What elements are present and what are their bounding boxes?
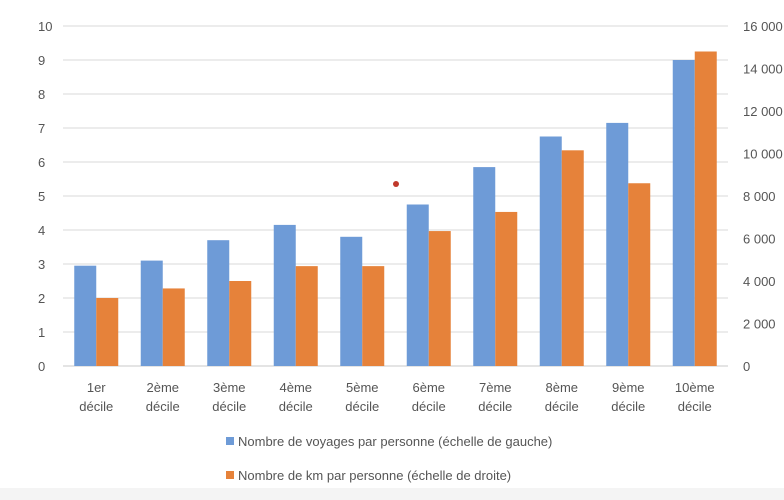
bar-voyages bbox=[539, 136, 562, 366]
legend-label-km: Nombre de km par personne (échelle de dr… bbox=[238, 467, 512, 483]
bar-km bbox=[561, 150, 584, 366]
bar-voyages bbox=[406, 204, 429, 366]
bar-km bbox=[162, 288, 185, 366]
x-category-label-line: décile bbox=[279, 399, 313, 414]
right-y-tick-label: 14 000 bbox=[743, 62, 783, 77]
x-category-label: 4ème décile bbox=[279, 380, 313, 414]
x-category-label: 7ème décile bbox=[478, 380, 512, 414]
x-category-label: 5ème décile bbox=[345, 380, 379, 414]
x-category-label-line: décile bbox=[545, 399, 579, 414]
stray-dot bbox=[393, 181, 399, 187]
x-category-label-line: 10ème bbox=[675, 380, 715, 395]
x-category-label-line: 7ème bbox=[479, 380, 512, 395]
right-y-tick-label: 2 000 bbox=[743, 317, 776, 332]
bar-km bbox=[362, 266, 385, 366]
bar-voyages bbox=[273, 224, 296, 366]
x-category-label: 9ème décile bbox=[611, 380, 645, 414]
x-category-label-line: décile bbox=[146, 399, 180, 414]
bar-voyages bbox=[207, 240, 230, 366]
right-y-tick-label: 4 000 bbox=[743, 274, 776, 289]
legend-item-voyages: Nombre de voyages par personne (échelle … bbox=[226, 432, 552, 450]
left-y-tick-label: 7 bbox=[38, 121, 45, 136]
x-category-label-line: 2ème bbox=[146, 380, 179, 395]
right-y-tick-label: 8 000 bbox=[743, 189, 776, 204]
left-y-tick-label: 2 bbox=[38, 291, 45, 306]
x-category-label: 2ème décile bbox=[146, 380, 180, 414]
x-category-label-line: 3ème bbox=[213, 380, 246, 395]
x-category-label-line: décile bbox=[79, 399, 113, 414]
right-y-tick-label: 16 000 bbox=[743, 19, 783, 34]
x-category-label: 10ème décile bbox=[675, 380, 715, 414]
legend: Nombre de voyages par personne (échelle … bbox=[226, 432, 552, 500]
x-category-label-line: décile bbox=[611, 399, 645, 414]
bar-km bbox=[96, 298, 119, 366]
bar-voyages bbox=[473, 167, 496, 366]
left-y-tick-label: 6 bbox=[38, 155, 45, 170]
x-category-label: 1er décile bbox=[79, 380, 113, 414]
right-y-tick-label: 10 000 bbox=[743, 147, 783, 162]
x-category-label-line: 6ème bbox=[412, 380, 445, 395]
bar-km bbox=[694, 51, 717, 366]
x-category-label-line: 4ème bbox=[279, 380, 312, 395]
left-y-tick-label: 4 bbox=[38, 223, 45, 238]
legend-swatch-voyages bbox=[226, 437, 234, 445]
x-category-label-line: 5ème bbox=[346, 380, 379, 395]
legend-swatch-km bbox=[226, 471, 234, 479]
x-category-label-line: décile bbox=[345, 399, 379, 414]
left-y-axis: 0 1 2 3 4 5 6 7 8 9 10 bbox=[38, 19, 52, 374]
bar-voyages bbox=[606, 122, 629, 367]
legend-label-voyages: Nombre de voyages par personne (échelle … bbox=[238, 433, 553, 449]
x-category-label: 8ème décile bbox=[545, 380, 579, 414]
left-y-tick-label: 0 bbox=[38, 359, 45, 374]
bar-voyages bbox=[672, 60, 695, 366]
left-y-tick-label: 9 bbox=[38, 53, 45, 68]
right-y-tick-label: 12 000 bbox=[743, 104, 783, 119]
bar-voyages bbox=[74, 265, 97, 366]
left-y-tick-label: 1 bbox=[38, 325, 45, 340]
legend-item-km: Nombre de km par personne (échelle de dr… bbox=[226, 466, 552, 484]
x-category-label: 3ème décile bbox=[212, 380, 246, 414]
bar-km bbox=[229, 281, 252, 366]
left-y-tick-label: 10 bbox=[38, 19, 52, 34]
x-category-label-line: décile bbox=[678, 399, 712, 414]
bars bbox=[74, 51, 717, 367]
bar-km bbox=[495, 211, 518, 366]
right-y-axis: 0 2 000 4 000 6 000 8 000 10 000 12 000 14 000 1… bbox=[743, 19, 783, 374]
bar-chart: 0 1 2 3 4 5 6 7 8 9 10 0 2 000 4 000 6 000 8 000 10 000… bbox=[38, 19, 783, 414]
x-category-label-line: 8ème bbox=[545, 380, 578, 395]
right-y-tick-label: 0 bbox=[743, 359, 750, 374]
left-y-tick-label: 5 bbox=[38, 189, 45, 204]
x-category-label-line: décile bbox=[412, 399, 446, 414]
x-category-label-line: décile bbox=[478, 399, 512, 414]
bar-km bbox=[628, 183, 651, 366]
x-category-label-line: 9ème bbox=[612, 380, 645, 395]
right-y-tick-label: 6 000 bbox=[743, 232, 776, 247]
bar-km bbox=[295, 266, 318, 366]
bar-km bbox=[428, 231, 451, 366]
left-y-tick-label: 8 bbox=[38, 87, 45, 102]
chart-card: 0 1 2 3 4 5 6 7 8 9 10 0 2 000 4 000 6 000 8 000 10 000… bbox=[0, 0, 784, 488]
left-y-tick-label: 3 bbox=[38, 257, 45, 272]
bar-voyages bbox=[140, 260, 163, 366]
x-category-label-line: 1er bbox=[87, 380, 106, 395]
x-category-label-line: décile bbox=[212, 399, 246, 414]
bar-voyages bbox=[340, 236, 363, 366]
x-category-label: 6ème décile bbox=[412, 380, 446, 414]
